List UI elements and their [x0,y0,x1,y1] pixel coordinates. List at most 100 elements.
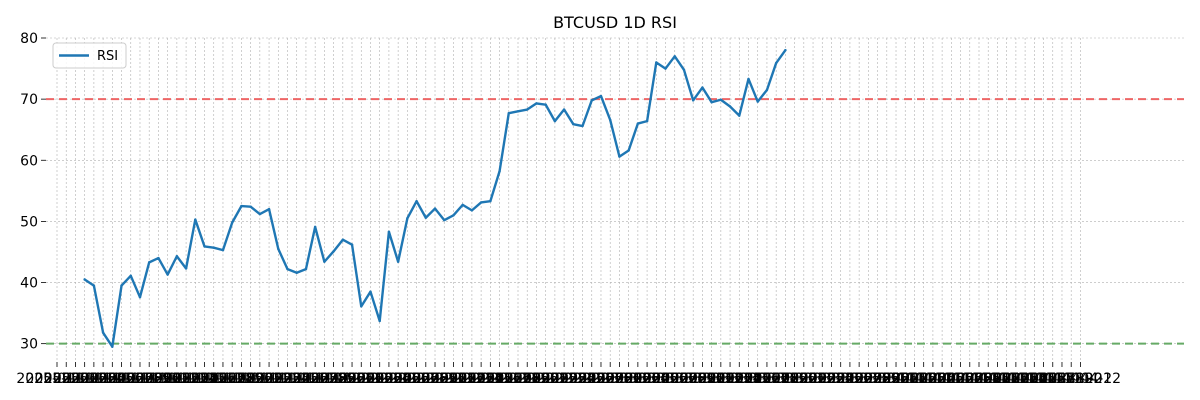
data-point [599,94,603,98]
y-tick-label: 60 [20,153,38,169]
data-point [406,217,409,220]
data-point [304,267,308,271]
x-tick-label: 2025-01-24 [228,371,309,387]
data-point [553,119,557,123]
data-point [645,119,649,123]
x-tick-label: 2025-02-12 [404,371,485,387]
x-tick-label: 2025-03-22 [754,371,835,387]
data-point [212,246,215,249]
data-point [562,108,566,111]
data-point [277,247,280,251]
x-tick-label: 2025-01-29 [274,371,355,387]
x-tick-label: 2025-01-30 [284,371,365,387]
x-tick-label: 2025-01-22 [210,371,291,387]
data-point [332,250,335,253]
x-tick-label: 2025-01-20 [191,371,272,387]
data-point [83,278,86,281]
x-tick-label: 2025-03-18 [717,371,798,387]
x-tick-label: 2025-01-19 [182,371,263,387]
x-tick-label: 2025-03-01 [560,371,641,387]
x-tick-label: 2025-02-15 [431,371,512,387]
data-point [774,61,778,65]
x-tick-label: 2025-03-04 [588,371,669,387]
data-point [470,209,474,212]
x-tick-label: 2025-04-13 [957,371,1038,387]
x-tick-label: 2025-03-26 [791,371,872,387]
data-point [194,218,197,221]
x-tick-label: 2025-03-09 [634,371,715,387]
x-tick-label: 2025-04-03 [865,371,946,387]
x-tick-label: 2025-03-12 [662,371,743,387]
x-tick-label: 2025-03-07 [616,371,697,387]
data-point [249,205,252,208]
x-tick-label: 2025-01-13 [127,371,208,387]
x-tick-label: 2025-04-07 [901,371,982,387]
x-tick-label: 2025-03-21 [745,371,826,387]
x-tick-label: 2025-01-09 [90,371,171,387]
data-point [313,225,317,229]
x-tick-label: 2025-02-18 [459,371,540,387]
data-point [535,102,538,105]
x-tick-label: 2025-03-28 [809,371,890,387]
data-point [636,122,640,125]
data-point [175,255,179,258]
data-point [701,86,704,89]
data-point [378,319,381,323]
data-point [92,284,96,287]
data-point [230,221,234,224]
data-point [710,100,713,104]
data-point [120,284,123,287]
x-tick-label: 2025-02-28 [551,371,632,387]
data-point [433,207,437,210]
data-point [747,77,750,81]
data-point [258,212,262,216]
x-tick-label: 2025-03-24 [772,371,853,387]
x-tick-label: 2025-02-22 [496,371,577,387]
x-tick-label: 2025-04-14 [966,371,1047,387]
data-point [424,216,427,219]
y-tick-label: 30 [20,337,38,353]
x-tick-label: 2025-03-10 [643,371,724,387]
x-tick-label: 2025-02-02 [311,371,392,387]
data-point [360,305,363,308]
x-tick-label: 2025-02-06 [348,371,429,387]
x-tick-label: 2025-02-04 [330,371,411,387]
data-point [489,200,492,203]
x-tick-label: 2025-03-20 [735,371,816,387]
data-point [544,103,547,106]
data-point [415,200,418,203]
data-point [443,218,446,222]
x-tick-label: 2025-04-01 [846,371,927,387]
series-layer [83,49,787,348]
data-point [719,98,723,101]
x-tick-label: 2025-04-05 [883,371,964,387]
data-point [572,123,575,126]
x-tick-label: 2025-04-02 [855,371,936,387]
data-point [184,267,188,270]
data-point [129,274,132,277]
data-point [138,296,142,299]
x-tick-label: 2025-01-03 [35,371,116,387]
data-point [369,290,372,293]
x-tick-label: 2025-02-25 [523,371,604,387]
data-point [157,256,160,260]
x-tick-label: 2025-02-11 [394,371,475,387]
x-tick-label: 2025-02-26 [533,371,614,387]
x-tick-label: 2025-03-14 [680,371,761,387]
x-tick-label: 2025-01-12 [118,371,199,387]
x-tick-label: 2025-04-06 [892,371,973,387]
x-tick-label: 2025-04-22 [1040,371,1121,387]
x-tick-label: 2025-02-08 [367,371,448,387]
x-tick-label: 2025-02-10 [385,371,466,387]
data-point [609,118,612,122]
x-tick-label: 2025-03-19 [726,371,807,387]
x-tick-label: 2025-03-31 [837,371,918,387]
data-point [387,230,391,233]
x-tick-label: 2025-02-16 [440,371,521,387]
x-tick-label: 2025-03-05 [597,371,678,387]
data-point [526,108,529,111]
legend-label: RSI [97,49,118,64]
x-tick-label: 2025-04-16 [984,371,1065,387]
